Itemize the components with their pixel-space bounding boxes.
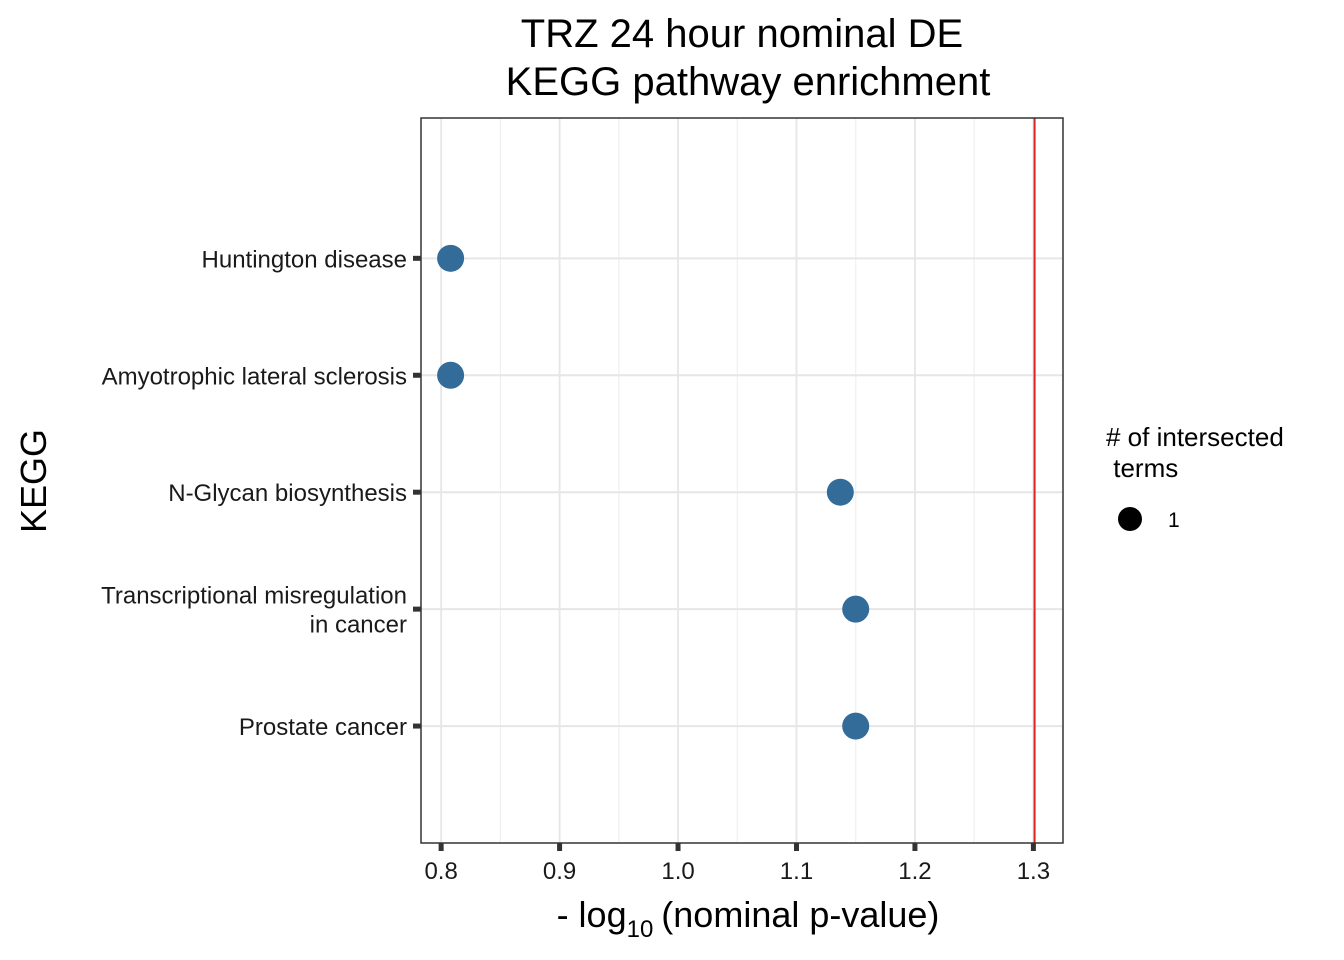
y-tick-label-line: Amyotrophic lateral sclerosis [102,363,407,390]
x-tick-label: 0.9 [543,858,576,885]
data-point [437,244,465,272]
chart-title-line-2: KEGG pathway enrichment [506,60,991,104]
y-tick-label-line: Huntington disease [202,246,407,273]
y-tick-label-line: Transcriptional misregulation [101,583,407,610]
chart-title-line-1: TRZ 24 hour nominal DE [521,12,963,56]
y-tick-label: N-Glycan biosynthesis [168,480,407,507]
data-point [826,478,854,506]
x-axis-ticks: 0.8 0.9 1.0 1.1 1.2 1.3 [424,843,1050,885]
x-tick-label: 1.0 [661,858,694,885]
x-tick-label: 1.1 [780,858,813,885]
y-tick-label-line: N-Glycan biosynthesis [168,480,407,507]
y-tick-label-line: Prostate cancer [239,714,407,741]
y-tick-label-line: in cancer [310,612,407,639]
plot-panel [420,117,1064,844]
x-tick-label: 0.8 [424,858,457,885]
legend: # of intersected terms 1 [1106,422,1284,532]
x-tick-label: 1.3 [1017,858,1050,885]
legend-title-line-2: terms [1106,453,1178,483]
y-tick-label: Amyotrophic lateral sclerosis [102,363,407,390]
x-tick-label: 1.2 [898,858,931,885]
x-axis-label: - log10 (nominal p-value) [557,894,940,943]
data-point [842,595,870,623]
y-axis-label: KEGG [13,429,54,533]
y-tick-label: Transcriptional misregulation in cancer [101,583,407,639]
y-tick-label: Prostate cancer [239,714,407,741]
data-point [437,361,465,389]
y-axis-ticks: Huntington disease Amyotrophic lateral sc… [101,246,421,741]
legend-entry-label: 1 [1168,509,1180,532]
x-axis-label-subscript: 10 [627,916,654,943]
legend-key-point [1118,507,1142,531]
y-tick-label: Huntington disease [202,246,407,273]
panel-border [420,117,1064,844]
data-point [842,712,870,740]
legend-title-line-1: # of intersected [1106,422,1284,452]
x-axis-label-paren: (nominal p-value) [661,894,939,935]
x-axis-label-prefix: - log [557,894,627,935]
